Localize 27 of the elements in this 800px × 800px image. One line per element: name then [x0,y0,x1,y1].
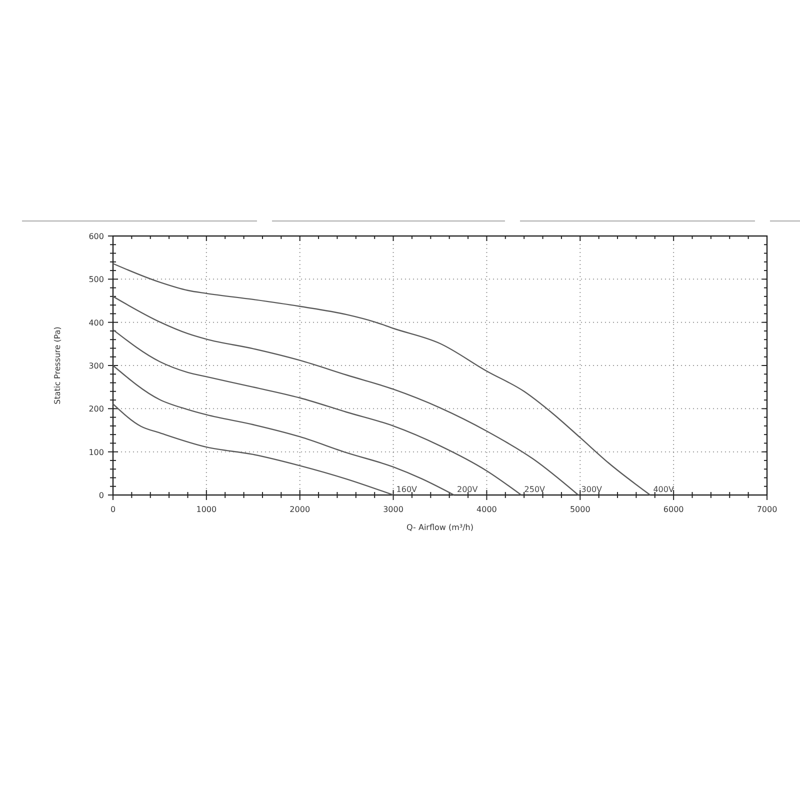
line-series [112,329,522,496]
y-tick-label: 300 [88,362,104,370]
x-axis-title: Q- Airflow (m³/h) [406,523,474,532]
line-series [112,364,455,496]
x-tick-label: 2000 [290,505,310,514]
y-tick-label: 0 [98,491,104,500]
y-tick-label: 200 [88,404,104,414]
x-tick-label: 6000 [663,505,684,514]
line-series [112,403,394,496]
x-tick-label: 1000 [196,505,217,514]
series-label: 250V [524,485,546,494]
y-tick-label: 500 [88,275,104,284]
x-tick-label: 7000 [756,505,778,514]
y-tick-label: 100 [88,448,104,457]
line-series [112,263,651,496]
series-label: 160V [396,485,418,494]
x-tick-label: 4000 [476,505,497,514]
x-tick-label: 5000 [570,505,590,514]
series-label: 300V [581,485,603,494]
series-label: 200V [457,485,478,494]
line-series [112,296,579,496]
y-tick-label: 400 [88,318,104,328]
series-label: 400V [653,485,674,494]
x-tick-label: 0 [110,505,116,514]
y-tick-label: 600 [88,232,104,241]
x-tick-label: 3000 [383,505,404,514]
y-axis-title: Static Pressure (Pa) [53,326,62,404]
